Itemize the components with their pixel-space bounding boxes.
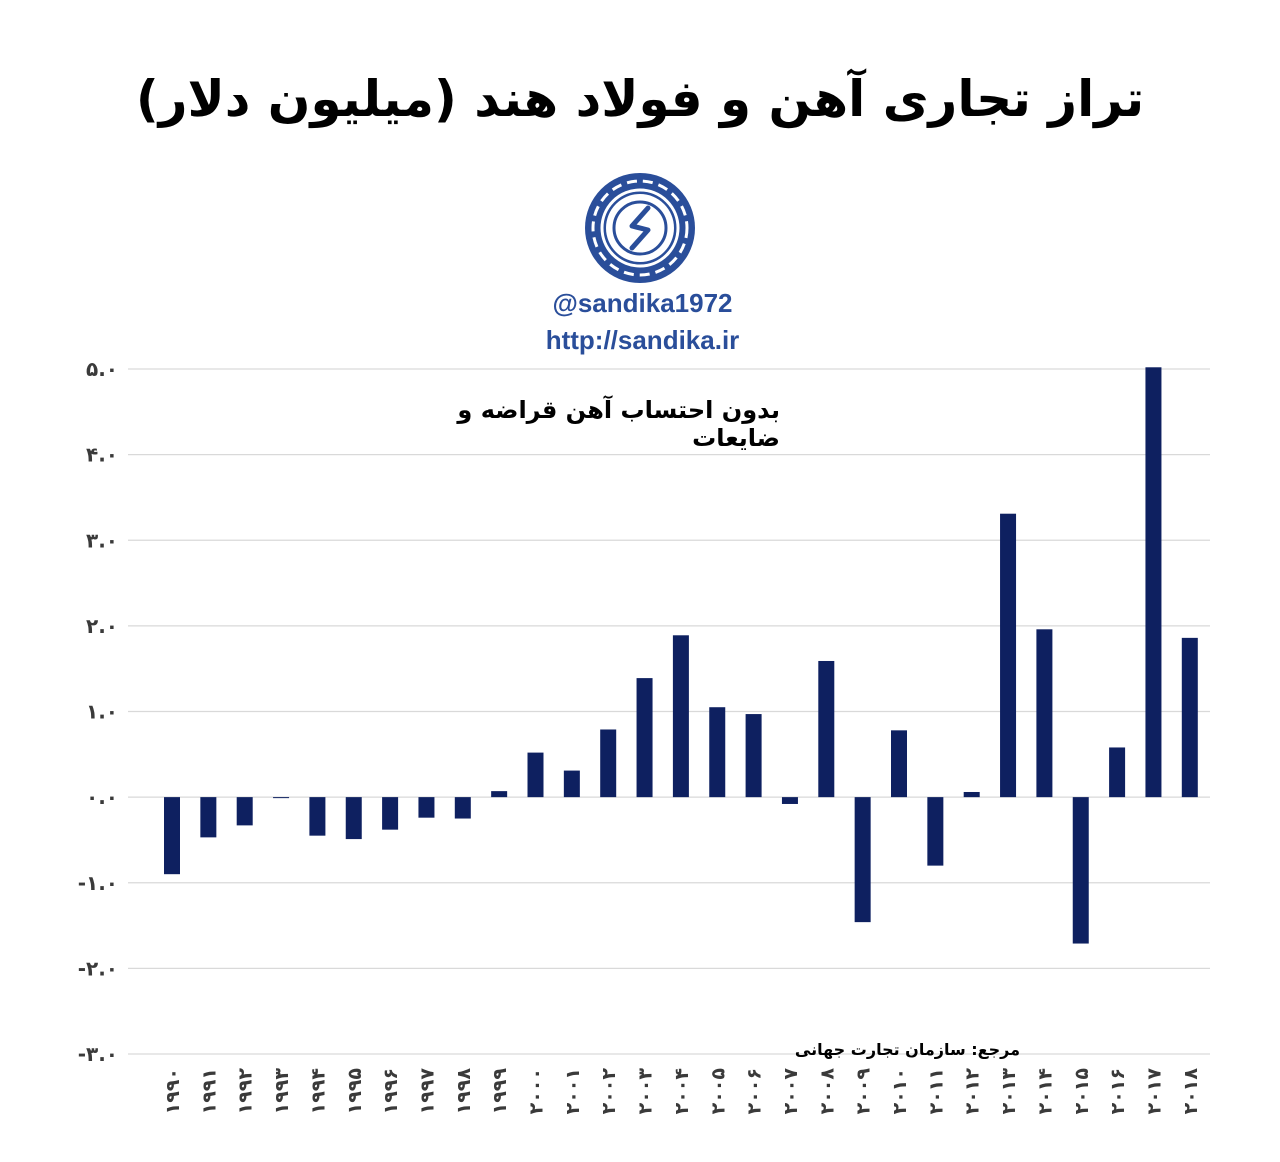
x-tick-label: ۲۰۱۴ (1034, 1068, 1056, 1114)
brand-handle: @sandika1972 (552, 288, 733, 318)
bar (273, 797, 290, 799)
y-tick-label: ۵.۰ (86, 357, 118, 381)
bar (1036, 629, 1053, 798)
bar (1000, 513, 1017, 798)
y-tick-label: ۲.۰ (86, 614, 118, 638)
x-tick-label: ۲۰۱۳ (998, 1068, 1020, 1115)
y-tick-label: -۳.۰ (78, 1042, 118, 1066)
y-axis-labels: ۵.۰ ۴.۰ ۳.۰ ۲.۰ ۱.۰ ۰.۰ -۱.۰ -۲.۰ -۳.۰ (78, 357, 118, 1066)
source-note: مرجع: سازمان تجارت جهانی (794, 1040, 1020, 1059)
x-tick-label: ۲۰۰۰ (526, 1068, 548, 1114)
gridlines (128, 368, 1210, 1055)
y-tick-label: -۲.۰ (78, 956, 118, 980)
x-tick-label: ۱۹۹۸ (453, 1068, 475, 1115)
x-tick-label: ۲۰۰۵ (707, 1068, 729, 1115)
x-tick-label: ۲۰۰۴ (671, 1068, 693, 1114)
bar (1072, 797, 1089, 944)
bar (600, 729, 617, 798)
x-tick-label: ۲۰۱۸ (1180, 1068, 1202, 1115)
bar (309, 797, 326, 836)
y-tick-label: ۱.۰ (86, 700, 118, 724)
bars (164, 367, 1198, 944)
x-tick-label: ۱۹۹۲ (235, 1068, 257, 1115)
chart-title: تراز تجاری آهن و فولاد هند (میلیون دلار) (135, 70, 1145, 128)
bar (891, 730, 907, 798)
x-tick-label: ۲۰۰۷ (780, 1068, 802, 1115)
x-tick-label: ۱۹۹۵ (344, 1068, 366, 1115)
x-tick-label: ۲۰۰۶ (744, 1068, 766, 1114)
bar (1181, 637, 1198, 798)
x-tick-label: ۱۹۹۴ (307, 1068, 329, 1114)
bar (1145, 367, 1162, 798)
bar (636, 678, 653, 798)
bar (454, 797, 471, 819)
x-tick-label: ۲۰۰۱ (562, 1068, 584, 1114)
y-tick-label: ۴.۰ (86, 443, 118, 467)
y-tick-label: ۳.۰ (86, 528, 118, 552)
x-tick-label: ۱۹۹۷ (416, 1068, 438, 1115)
x-tick-label: ۲۰۰۹ (853, 1068, 875, 1115)
bar (672, 635, 689, 798)
bar (818, 660, 835, 798)
sandika-logo-icon (585, 173, 695, 283)
x-tick-label: ۲۰۱۱ (925, 1068, 947, 1114)
bar (745, 714, 762, 798)
bar (781, 797, 798, 804)
bar (236, 797, 253, 826)
bar (418, 797, 435, 818)
bar (927, 797, 944, 866)
x-tick-label: ۲۰۰۳ (635, 1068, 657, 1115)
brand-url[interactable]: http://sandika.ir (545, 325, 740, 355)
x-tick-label: ۲۰۰۲ (598, 1068, 620, 1115)
bar (1109, 747, 1126, 798)
x-tick-label: ۱۹۹۶ (380, 1068, 402, 1114)
x-tick-label: ۱۹۹۱ (198, 1068, 220, 1114)
bar (164, 797, 180, 875)
bar (345, 797, 362, 840)
x-tick-label: ۲۰۱۵ (1071, 1068, 1093, 1115)
bar (709, 707, 726, 798)
bar (854, 797, 871, 923)
y-tick-label: ۰.۰ (86, 785, 118, 809)
chart-subtitle: بدون احتساب آهن قراضه و ضایعات (457, 396, 780, 452)
bar (963, 791, 980, 798)
x-tick-label: ۱۹۹۰ (162, 1068, 184, 1114)
x-tick-label: ۲۰۰۸ (816, 1068, 838, 1115)
x-tick-label: ۱۹۹۳ (271, 1068, 293, 1115)
bar (563, 770, 580, 798)
bar (382, 797, 399, 830)
bar (200, 797, 217, 838)
x-tick-label: ۲۰۱۲ (962, 1068, 984, 1115)
x-tick-label: ۱۹۹۹ (489, 1068, 511, 1115)
x-tick-label: ۲۰۱۶ (1107, 1068, 1129, 1114)
x-tick-label: ۲۰۱۰ (889, 1068, 911, 1114)
x-tick-label: ۲۰۱۷ (1143, 1068, 1165, 1115)
x-axis-labels: ۱۹۹۰ ۱۹۹۱ ۱۹۹۲ ۱۹۹۳ ۱۹۹۴ ۱۹۹۵ ۱۹۹۶ ۱۹۹۷ ۱۹۹۸ ۱۹۹۹… (162, 1068, 1202, 1115)
y-tick-label: -۱.۰ (78, 871, 118, 895)
bar (527, 752, 544, 798)
bar (491, 791, 508, 798)
